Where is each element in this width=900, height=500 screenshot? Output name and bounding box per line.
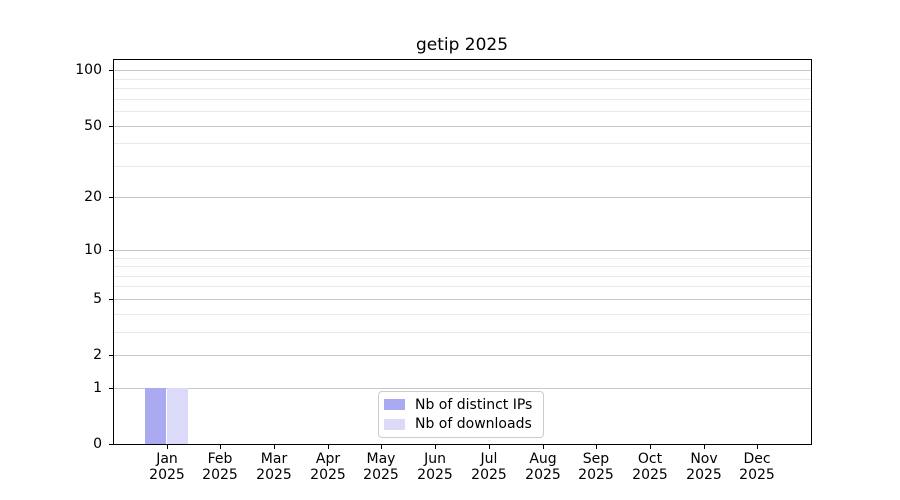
x-tick-month: Sep	[582, 451, 610, 467]
chart-title: getip 2025	[415, 35, 509, 55]
x-tick-month: Oct	[637, 451, 663, 467]
y-tick-label: 2	[93, 347, 102, 363]
x-tick-year: 2025	[686, 467, 722, 483]
x-tick-year: 2025	[202, 467, 238, 483]
x-tick-label: Dec 2025	[727, 451, 787, 483]
x-tick-month: Aug	[529, 451, 557, 467]
legend-swatch	[384, 399, 405, 411]
x-tick-mark	[489, 445, 490, 449]
legend: Nb of distinct IPs Nb of downloads	[378, 391, 544, 438]
y-tick-label: 100	[75, 62, 102, 78]
y-tick-label: 5	[93, 291, 102, 307]
x-tick-mark	[220, 445, 221, 449]
x-tick-label: Oct 2025	[620, 451, 680, 483]
x-tick-year: 2025	[149, 467, 185, 483]
y-tick-mark	[109, 197, 113, 198]
x-tick-label: Apr 2025	[298, 451, 358, 483]
y-tick-mark	[109, 388, 113, 389]
spine-top	[113, 59, 812, 60]
legend-swatch	[384, 418, 405, 430]
x-tick-mark	[596, 445, 597, 449]
x-tick-year: 2025	[417, 467, 453, 483]
minor-gridline	[113, 314, 811, 315]
x-tick-month: Nov	[690, 451, 718, 467]
minor-gridline	[113, 143, 811, 144]
x-tick-mark	[328, 445, 329, 449]
legend-label: Nb of distinct IPs	[415, 396, 533, 413]
x-tick-year: 2025	[739, 467, 775, 483]
major-gridline	[113, 299, 811, 300]
x-tick-year: 2025	[471, 467, 507, 483]
y-tick-label: 50	[84, 118, 102, 134]
x-tick-label: Mar 2025	[244, 451, 304, 483]
x-tick-label: Sep 2025	[566, 451, 626, 483]
y-tick-label: 20	[84, 189, 102, 205]
x-tick-year: 2025	[632, 467, 668, 483]
spine-right	[811, 59, 812, 445]
x-tick-month: Apr	[315, 451, 341, 467]
spine-bottom	[113, 444, 812, 445]
x-tick-mark	[167, 445, 168, 449]
x-tick-year: 2025	[256, 467, 292, 483]
x-tick-label: May 2025	[351, 451, 411, 483]
x-tick-mark	[650, 445, 651, 449]
minor-gridline	[113, 166, 811, 167]
minor-gridline	[113, 332, 811, 333]
x-tick-month: Dec	[743, 451, 771, 467]
legend-label: Nb of downloads	[415, 416, 532, 433]
y-tick-mark	[109, 355, 113, 356]
x-tick-label: Nov 2025	[674, 451, 734, 483]
x-tick-mark	[543, 445, 544, 449]
major-gridline	[113, 70, 811, 71]
x-tick-year: 2025	[578, 467, 614, 483]
y-tick-mark	[109, 299, 113, 300]
bar-downloads	[167, 388, 188, 444]
x-tick-label: Jun 2025	[405, 451, 465, 483]
minor-gridline	[113, 276, 811, 277]
y-tick-label: 10	[84, 242, 102, 258]
x-tick-label: Aug 2025	[513, 451, 573, 483]
x-tick-mark	[381, 445, 382, 449]
minor-gridline	[113, 111, 811, 112]
x-tick-label: Jan 2025	[137, 451, 197, 483]
legend-item: Nb of downloads	[384, 417, 543, 431]
x-tick-mark	[274, 445, 275, 449]
major-gridline	[113, 355, 811, 356]
y-tick-label: 1	[93, 380, 102, 396]
minor-gridline	[113, 286, 811, 287]
y-tick-label: 0	[93, 436, 102, 452]
x-tick-mark	[435, 445, 436, 449]
x-tick-label: Feb 2025	[190, 451, 250, 483]
major-gridline	[113, 126, 811, 127]
major-gridline	[113, 388, 811, 389]
minor-gridline	[113, 79, 811, 80]
spine-left	[113, 59, 114, 445]
major-gridline	[113, 250, 811, 251]
y-tick-mark	[109, 444, 113, 445]
major-gridline	[113, 197, 811, 198]
x-tick-year: 2025	[310, 467, 346, 483]
x-tick-mark	[757, 445, 758, 449]
x-tick-month: Mar	[260, 451, 288, 467]
x-tick-month: Feb	[207, 451, 233, 467]
minor-gridline	[113, 258, 811, 259]
y-tick-mark	[109, 126, 113, 127]
x-tick-mark	[704, 445, 705, 449]
x-tick-month: Jan	[156, 451, 178, 467]
y-tick-mark	[109, 70, 113, 71]
x-tick-year: 2025	[525, 467, 561, 483]
y-tick-mark	[109, 250, 113, 251]
minor-gridline	[113, 266, 811, 267]
x-tick-month: May	[366, 451, 396, 467]
plot-area	[113, 59, 811, 444]
x-tick-month: Jul	[480, 451, 498, 467]
bar-distinct-ips	[145, 388, 166, 444]
legend-item: Nb of distinct IPs	[384, 398, 543, 412]
x-tick-year: 2025	[363, 467, 399, 483]
minor-gridline	[113, 88, 811, 89]
minor-gridline	[113, 99, 811, 100]
x-tick-month: Jun	[424, 451, 446, 467]
x-tick-label: Jul 2025	[459, 451, 519, 483]
